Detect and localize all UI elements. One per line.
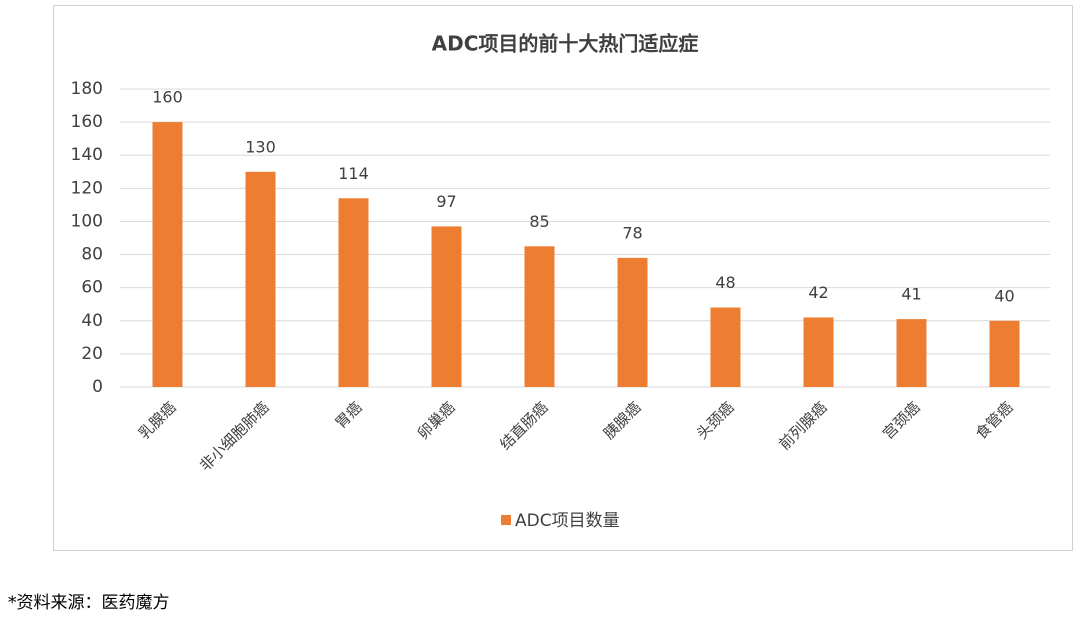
chart-frame [53, 5, 1073, 551]
y-tick-label: 100 [71, 211, 103, 231]
bar [245, 171, 276, 387]
bar [338, 198, 369, 387]
value-label: 42 [808, 283, 828, 302]
x-tick-label: 卵巢癌 [414, 398, 459, 443]
bar [896, 319, 927, 387]
value-label: 114 [338, 164, 369, 183]
y-tick-label: 140 [71, 145, 103, 165]
bar [803, 317, 834, 387]
x-tick-label: 宫颈癌 [879, 398, 924, 443]
x-tick-label: 结直肠癌 [496, 398, 551, 453]
bar [989, 320, 1020, 387]
value-label: 85 [529, 212, 549, 231]
y-tick-label: 120 [71, 178, 103, 198]
x-tick-label: 食管癌 [972, 398, 1017, 443]
x-tick-label: 前列腺癌 [775, 398, 830, 453]
bar [524, 246, 555, 387]
value-label: 97 [436, 192, 456, 211]
bar [152, 122, 183, 387]
x-tick-label: 胰腺癌 [600, 398, 645, 443]
x-tick-label: 非小细胞肺癌 [196, 398, 272, 474]
x-tick-label: 乳腺癌 [135, 398, 180, 443]
chart-title: ADC项目的前十大热门适应症 [432, 32, 699, 56]
y-tick-label: 180 [71, 79, 103, 99]
legend-swatch [501, 515, 511, 525]
source-note: *资料来源：医药魔方 [8, 593, 170, 613]
x-tick-label: 头颈癌 [693, 398, 738, 443]
y-tick-label: 20 [81, 344, 103, 364]
y-tick-label: 0 [92, 377, 103, 397]
legend-label: ADC项目数量 [515, 511, 620, 531]
y-tick-label: 60 [81, 278, 103, 298]
bar [431, 226, 462, 387]
y-tick-label: 80 [81, 245, 103, 265]
value-label: 130 [245, 137, 276, 156]
value-label: 78 [622, 223, 642, 242]
value-label: 40 [994, 286, 1014, 305]
y-tick-label: 40 [81, 311, 103, 331]
value-label: 48 [715, 273, 735, 292]
bar [710, 307, 741, 387]
bar [617, 257, 648, 387]
x-tick-label: 胃癌 [332, 398, 366, 432]
value-label: 160 [152, 88, 183, 107]
value-label: 41 [901, 285, 921, 304]
y-tick-label: 160 [71, 112, 103, 132]
